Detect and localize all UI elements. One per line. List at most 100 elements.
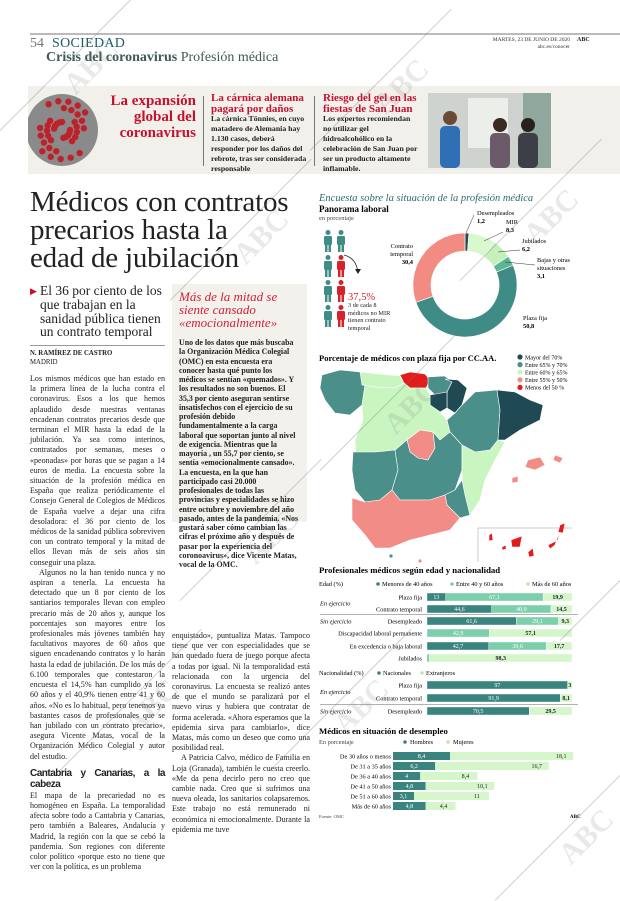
teaser-item[interactable]: La cárnica alemana pagará por daños La c… [211, 93, 307, 174]
bar-segment [414, 792, 489, 800]
map-region-galicia[interactable] [319, 369, 366, 416]
map-legend: Mayor del 70% Entre 65% y 70% Entre 60% y … [517, 354, 568, 392]
person-icon [324, 280, 332, 302]
row-label: De 30 años o menos [340, 753, 392, 760]
map-region-baleares[interactable] [511, 454, 564, 484]
arrow-head-icon [355, 269, 361, 274]
leader-line [483, 231, 504, 242]
bar-value: 57,1 [525, 631, 536, 637]
legend-swatch [517, 369, 523, 375]
legend-label: Menos del 50 % [525, 386, 564, 392]
pie-value: 6,2 [522, 246, 530, 253]
pie-chart [412, 232, 518, 338]
legend-swatch [446, 740, 450, 744]
teaser-photo[interactable] [428, 93, 551, 168]
bar-value: 4,8 [406, 804, 414, 810]
map-region-cataluna[interactable] [496, 389, 544, 441]
bar-segment [426, 653, 430, 663]
teaser-divider [203, 96, 204, 166]
summary-text: El 36 por ciento de los que trabajan en … [40, 283, 162, 340]
pie-label: Plaza fija [523, 315, 547, 322]
legend-swatch [376, 582, 380, 586]
bar-value: 4,8 [406, 784, 414, 790]
bar-segment [542, 592, 573, 602]
bar-value: 14,5 [556, 607, 567, 613]
map-region-melilla[interactable] [418, 559, 422, 563]
bar-value: 17,7 [554, 644, 565, 650]
bar-value: 3 [568, 683, 571, 689]
legend-label: Entre 55% y 50% [525, 378, 568, 384]
canarias-inset-frame [477, 527, 572, 562]
bar-value: 4 [405, 774, 408, 780]
bar-value: 40,9 [516, 607, 527, 613]
map-region-andalucia[interactable] [351, 489, 461, 549]
article-paragraph: Los mismos médicos que han estado en la … [30, 374, 165, 567]
bar-segment [420, 772, 478, 780]
unemployment-bar-chart: Hombres Mujeres De 30 años o menos 8,4 18,1 D… [340, 739, 574, 810]
pie-value: 8,3 [506, 227, 514, 234]
row-label: Desempleado [388, 618, 422, 625]
bar-segment [546, 641, 573, 651]
legend-swatch [517, 354, 523, 360]
bar-value: 97 [494, 683, 500, 689]
group-label: En ejercicio [319, 689, 350, 696]
bullet-arrow-icon: ▶ [30, 286, 37, 296]
infographic: Encuesta sobre la situación de la profes… [318, 193, 581, 820]
bar-value: 70,5 [473, 709, 484, 715]
legend-swatch [517, 377, 523, 383]
row-label: Jubilados [398, 655, 422, 662]
map-title: Porcentaje de médicos con plaza fija por… [319, 353, 496, 363]
leader-line [497, 249, 521, 253]
map-region-canarias[interactable] [488, 522, 566, 558]
bar-value: 6,2 [410, 764, 418, 770]
bar-value: 61,6 [466, 619, 477, 625]
pie-value: 1,2 [477, 218, 485, 225]
header-rule [30, 33, 620, 35]
teaser-main-title[interactable]: La expansión global del coronavirus [110, 93, 196, 141]
row-label: Desempleado [388, 708, 422, 715]
bar-value: 8,4 [418, 754, 426, 760]
legend-label: Hombres [410, 739, 434, 746]
row-label: En excedencia o baja laboral [350, 643, 423, 650]
chart-axis-label: Edad (%) [319, 581, 343, 588]
pie-value: 30,4 [402, 259, 414, 266]
pie-subtitle: en porcentaje [319, 215, 354, 222]
section-kicker: Crisis del coronavirus Profesión médica [46, 50, 278, 66]
byline-author: N. RAMÍREZ DE CASTRO [30, 350, 113, 357]
pie-slice [412, 232, 466, 303]
section-url[interactable]: abc.es/conocer [537, 44, 570, 50]
map-region-comunidad-valenciana[interactable] [461, 439, 506, 516]
map-region-ceuta[interactable] [389, 554, 393, 558]
legend-label: Extranjeros [426, 670, 456, 677]
teaser-item[interactable]: Riesgo del gel en las fiestas de San Jua… [323, 93, 419, 174]
group-label: En ejercicio [319, 600, 350, 607]
bar-segment [425, 802, 456, 810]
pie-value: 3,1 [537, 273, 545, 280]
teaser-title: Riesgo del gel en las fiestas de San Jua… [323, 92, 417, 115]
bar-segment [429, 653, 573, 663]
legend-swatch [517, 362, 523, 368]
legend-label: Menores de 40 años [382, 581, 433, 588]
article-paragraph: enquistado», puntualiza Matas. Tampoco t… [172, 631, 310, 753]
byline-location: MADRID [30, 359, 58, 366]
bar-value: 44,6 [454, 607, 465, 613]
bar-segment [393, 752, 451, 760]
article-summary: ▶ El 36 por ciento de los que trabajan e… [30, 284, 165, 339]
bar-value: 42,7 [453, 644, 464, 650]
bar-segment [393, 772, 421, 780]
pie-label: MIR [506, 219, 519, 226]
row-label: Plaza fija [398, 594, 422, 601]
bar-value: 9,3 [562, 619, 570, 625]
row-label: Contrato temporal [376, 695, 422, 702]
bar-segment [425, 782, 495, 790]
pie-title: Panorama laboral [319, 204, 389, 214]
virus-image [28, 94, 98, 166]
callout-text: 3 de cada 8 médicos no MIR tienen contra… [348, 302, 391, 332]
legend-swatch [517, 384, 523, 390]
legend-label: Mujeres [453, 739, 474, 746]
row-label: Plaza fija [398, 682, 422, 689]
bar-value: 13 [433, 595, 439, 601]
page-number: 54 [30, 36, 44, 51]
bar-value: 3,1 [400, 794, 408, 800]
